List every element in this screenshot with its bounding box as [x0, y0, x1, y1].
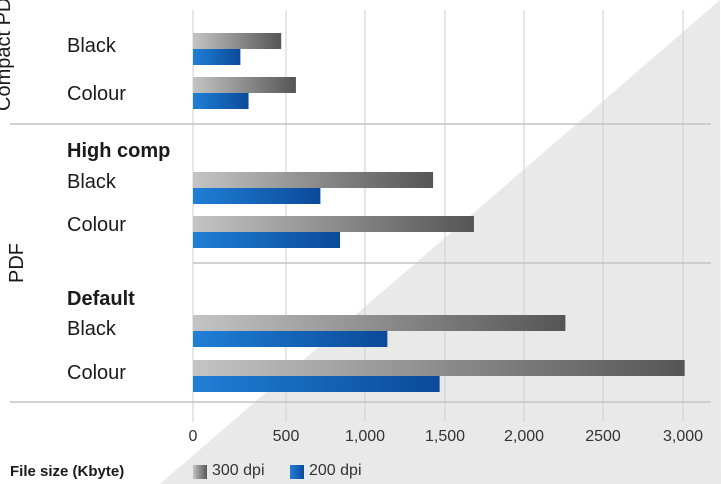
row-label-default-colour: Colour [67, 362, 126, 384]
row-label-highcomp-colour: Colour [67, 214, 126, 236]
bar-200dpi [193, 232, 340, 248]
x-axis-title: File size (Kbyte) [10, 463, 125, 480]
row-label-default-black: Black [67, 318, 116, 340]
bar-300dpi [193, 315, 566, 331]
x-tick-label: 0 [188, 428, 198, 445]
bar-200dpi [193, 93, 249, 109]
subgroup-heading-default: Default [67, 288, 135, 310]
bar-200dpi [193, 376, 440, 392]
bar-300dpi [193, 77, 296, 93]
bar-200dpi [193, 188, 321, 204]
legend-label-200dpi: 200 dpi [309, 462, 362, 479]
x-tick-label: 3,000 [662, 428, 704, 445]
bar-200dpi [193, 49, 241, 65]
x-tick-label: 500 [272, 428, 300, 445]
bar-300dpi [193, 33, 282, 49]
legend-swatch-200dpi [290, 465, 304, 479]
bar-300dpi [193, 216, 474, 232]
group-label-compact-pdf: Compact PDF [0, 0, 15, 111]
row-label-compact-black: Black [67, 35, 116, 57]
bar-200dpi [193, 331, 388, 347]
row-label-compact-colour: Colour [67, 83, 126, 105]
legend: File size (Kbyte) 300 dpi 200 dpi [0, 455, 721, 483]
x-tick-label: 1,500 [424, 428, 466, 445]
legend-swatch-300dpi [193, 465, 207, 479]
bar-300dpi [193, 360, 685, 376]
x-tick-label: 2,000 [503, 428, 545, 445]
x-tick-label: 2500 [585, 428, 621, 445]
row-label-highcomp-black: Black [67, 171, 116, 193]
group-label-pdf: PDF [6, 243, 28, 283]
legend-label-300dpi: 300 dpi [212, 462, 265, 479]
bar-300dpi [193, 172, 434, 188]
x-tick-label: 1,000 [344, 428, 386, 445]
subgroup-heading-high-comp: High comp [67, 140, 171, 162]
